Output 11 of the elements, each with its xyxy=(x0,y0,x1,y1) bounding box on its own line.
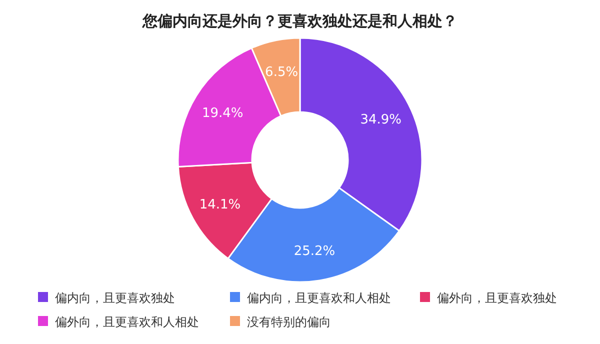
legend-label: 没有特别的偏向 xyxy=(247,315,331,329)
legend-label: 偏内向，且更喜欢独处 xyxy=(55,291,175,305)
legend-label: 偏外向，且更喜欢独处 xyxy=(437,291,557,305)
legend-label: 偏外向，且更喜欢和人相处 xyxy=(55,315,199,329)
chart-title: 您偏内向还是外向？更喜欢独处还是和人相处？ xyxy=(142,12,458,30)
data-label: 25.2% xyxy=(294,244,336,259)
data-label: 19.4% xyxy=(202,106,244,122)
data-label: 6.5% xyxy=(265,64,298,80)
data-label: 34.9% xyxy=(360,112,402,128)
data-label: 14.1% xyxy=(199,197,241,212)
legend-label: 偏内向，且更喜欢和人相处 xyxy=(247,291,391,305)
